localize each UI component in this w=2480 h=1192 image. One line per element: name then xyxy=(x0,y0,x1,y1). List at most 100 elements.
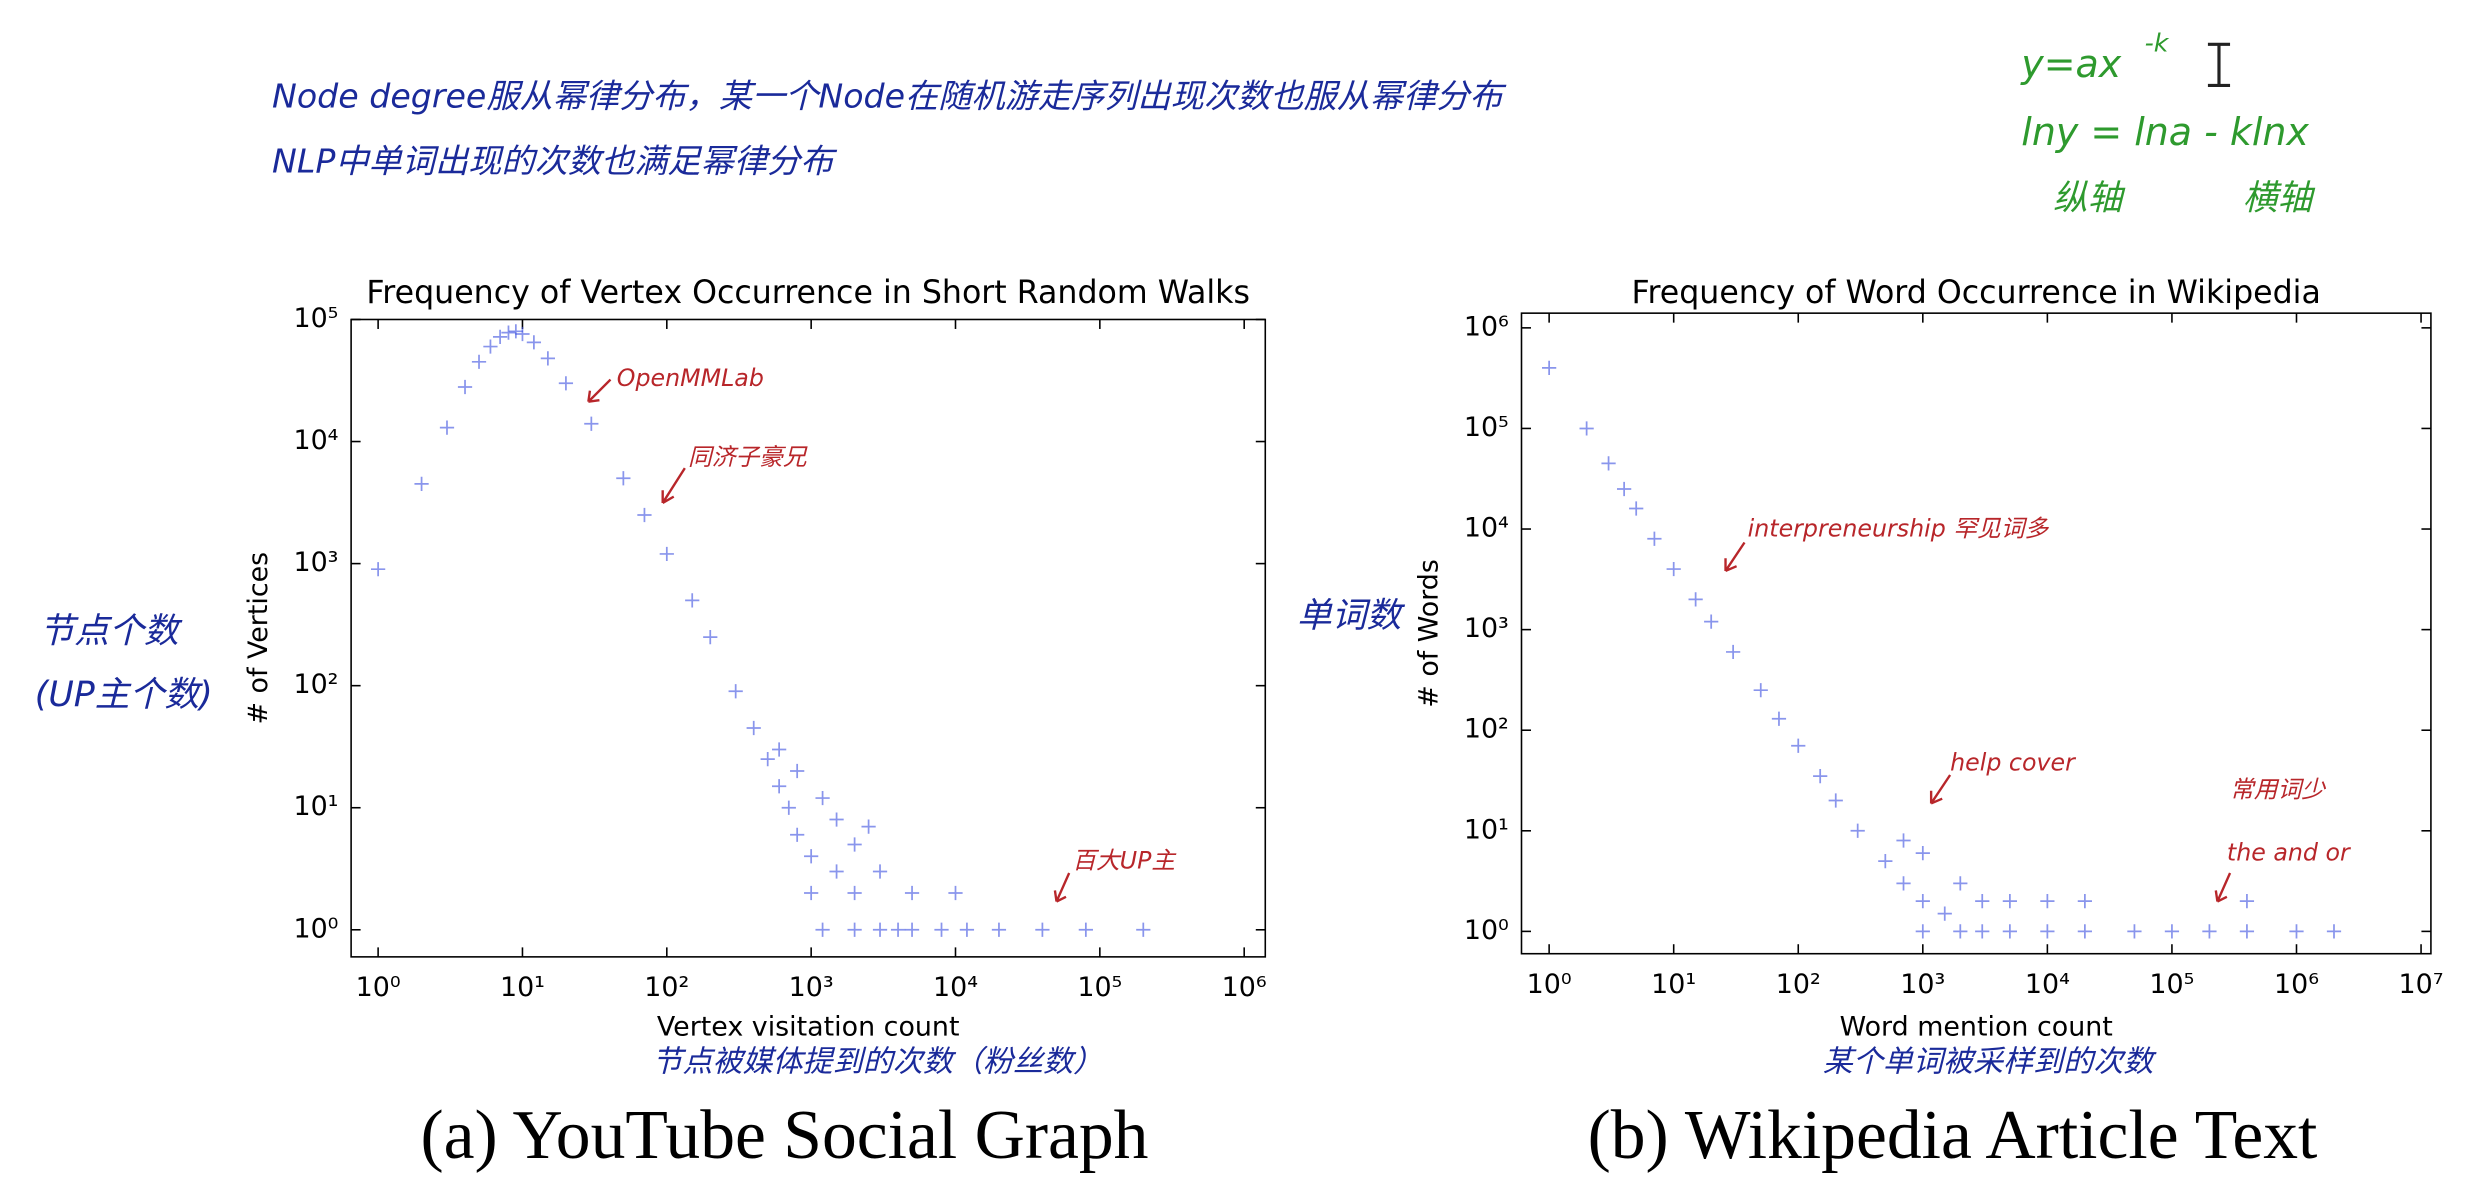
marker-plus xyxy=(1666,561,1681,577)
annotation-arrow xyxy=(1724,541,1746,573)
annotation: 百大UP主 xyxy=(1072,846,1177,874)
marker-plus xyxy=(2040,924,2055,939)
marker-plus xyxy=(1579,421,1594,436)
marker-plus xyxy=(659,546,674,562)
marker-plus xyxy=(1896,876,1911,891)
axis-note: 某个单词被采样到的次数 xyxy=(1823,1044,2157,1079)
marker-plus xyxy=(439,420,455,435)
x-tick-label: 10² xyxy=(644,972,689,1003)
note: 纵轴 xyxy=(2053,178,2126,218)
y-tick-label: 10⁰ xyxy=(293,913,338,944)
marker-plus xyxy=(847,885,862,901)
y-tick-label: 10⁵ xyxy=(293,303,338,334)
note: NLP中单词出现的次数也满足幂律分布 xyxy=(272,141,837,180)
marker-plus xyxy=(772,742,787,757)
y-tick-label: 10¹ xyxy=(1464,814,1509,845)
y-tick-label: 10⁶ xyxy=(1464,311,1509,342)
marker-plus xyxy=(471,354,487,369)
marker-plus xyxy=(1915,845,1930,861)
marker-plus xyxy=(781,800,796,815)
marker-plus xyxy=(2239,924,2255,939)
plot-frame xyxy=(350,318,1267,958)
note: Node degree服从幂律分布，某一个Node在随机游走序列出现次数也服从幂… xyxy=(272,77,1506,116)
y-tick-label: 10⁰ xyxy=(1464,915,1509,946)
marker-plus xyxy=(1771,711,1787,726)
marker-plus xyxy=(1975,893,1990,909)
marker-plus xyxy=(790,827,805,842)
annotation: 同济子豪兄 xyxy=(688,443,808,471)
marker-plus xyxy=(1704,614,1719,629)
marker-plus xyxy=(959,922,975,937)
annotation-arrow xyxy=(1929,774,1952,805)
marker-plus xyxy=(703,629,718,645)
slide-content: Node degree服从幂律分布，某一个Node在随机游走序列出现次数也服从幂… xyxy=(35,28,2444,1174)
marker-plus xyxy=(2040,893,2055,909)
marker-plus xyxy=(1896,833,1911,848)
marker-plus xyxy=(1726,644,1741,660)
caption: (a) YouTube Social Graph xyxy=(420,1097,1148,1174)
note: 横轴 xyxy=(2243,178,2316,218)
marker-plus xyxy=(746,720,761,736)
marker-plus xyxy=(492,329,508,345)
marker-plus xyxy=(934,922,949,937)
marker-plus xyxy=(829,864,844,879)
marker-plus xyxy=(2127,924,2142,939)
marker-plus xyxy=(847,837,862,852)
annotation: interpreneurship 罕见词多 xyxy=(1748,514,2050,542)
x-tick-label: 10⁵ xyxy=(2149,969,2194,1000)
marker-plus xyxy=(1953,924,1968,939)
cursor xyxy=(2207,42,2231,87)
marker-plus xyxy=(584,416,599,431)
marker-plus xyxy=(2002,893,2017,909)
axis-note: 单词数 xyxy=(1297,596,1406,636)
marker-plus xyxy=(728,684,743,699)
marker-plus xyxy=(904,885,920,901)
y-tick-label: 10⁴ xyxy=(293,425,338,456)
x-tick-label: 10⁶ xyxy=(2274,969,2319,1000)
y-tick-label: 10⁴ xyxy=(1464,513,1509,544)
marker-plus xyxy=(904,922,920,937)
marker-plus xyxy=(508,324,523,339)
marker-plus xyxy=(1753,683,1768,698)
x-tick-label: 10⁷ xyxy=(2399,969,2444,1000)
x-axis-label: Word mention count xyxy=(1840,1012,2113,1043)
x-tick-label: 10⁰ xyxy=(1527,969,1572,1000)
marker-plus xyxy=(872,864,888,879)
x-tick-label: 10⁶ xyxy=(1222,972,1267,1003)
marker-plus xyxy=(829,812,844,827)
marker-plus xyxy=(2077,893,2092,909)
marker-plus xyxy=(2326,924,2342,939)
chart-title: Frequency of Word Occurrence in Wikipedi… xyxy=(1632,275,2321,311)
marker-plus xyxy=(1915,893,1930,909)
y-axis-label: # of Words xyxy=(1413,559,1444,708)
axis-note: 节点被媒体提到的次数（粉丝数） xyxy=(652,1044,1103,1079)
marker-plus xyxy=(483,339,498,354)
marker-plus xyxy=(790,763,805,779)
marker-plus xyxy=(815,790,830,806)
x-tick-label: 10¹ xyxy=(1651,969,1696,1000)
x-tick-label: 10¹ xyxy=(500,972,545,1003)
marker-plus xyxy=(948,885,963,901)
marker-plus xyxy=(558,376,574,391)
marker-plus xyxy=(1035,922,1050,937)
formula: y=ax xyxy=(2020,42,2121,86)
marker-plus xyxy=(1542,360,1557,376)
marker-plus xyxy=(1813,768,1828,784)
marker-plus xyxy=(815,922,830,937)
marker-plus xyxy=(1878,853,1893,869)
marker-plus xyxy=(760,752,775,767)
marker-plus xyxy=(1937,906,1952,921)
marker-plus xyxy=(2077,924,2092,939)
marker-plus xyxy=(515,326,530,342)
x-tick-label: 10⁵ xyxy=(1077,972,1122,1003)
marker-plus xyxy=(2289,924,2304,939)
marker-plus xyxy=(2202,924,2217,939)
plot-frame xyxy=(1520,312,2432,955)
formula: lny = lna - klnx xyxy=(2021,110,2309,154)
y-axis-label: # of Vertices xyxy=(243,552,274,725)
marker-plus xyxy=(501,325,516,340)
marker-plus xyxy=(804,885,819,901)
marker-plus xyxy=(685,593,700,608)
marker-plus xyxy=(616,471,631,486)
